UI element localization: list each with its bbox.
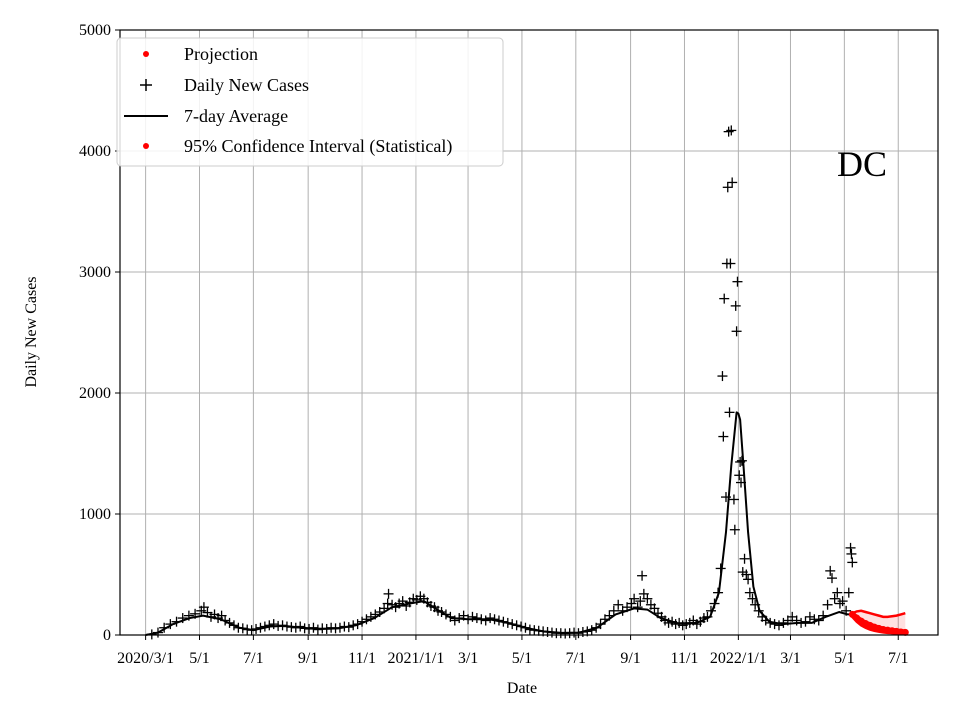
daily-case-point bbox=[834, 598, 845, 609]
daily-case-point bbox=[741, 569, 752, 580]
x-tick-label: 3/1 bbox=[780, 650, 800, 667]
x-tick-label: 5/1 bbox=[834, 650, 854, 667]
daily-case-point bbox=[832, 587, 843, 598]
daily-case-point bbox=[480, 615, 491, 626]
legend-label-projection: Projection bbox=[184, 44, 258, 64]
x-tick-label: 11/1 bbox=[671, 650, 699, 667]
daily-case-point bbox=[198, 602, 209, 613]
x-tick-label: 2021/1/1 bbox=[387, 650, 444, 667]
legend-projection-marker bbox=[143, 51, 149, 57]
daily-case-point bbox=[846, 548, 857, 559]
daily-case-point bbox=[717, 371, 728, 382]
x-tick-label: 5/1 bbox=[512, 650, 532, 667]
daily-case-point bbox=[825, 565, 836, 576]
y-tick-label: 2000 bbox=[79, 385, 111, 402]
legend-label-average: 7-day Average bbox=[184, 106, 288, 126]
x-tick-label: 3/1 bbox=[458, 650, 478, 667]
x-tick-label: 9/1 bbox=[620, 650, 640, 667]
daily-case-point bbox=[382, 598, 393, 609]
x-tick-label: 5/1 bbox=[189, 650, 209, 667]
daily-case-point bbox=[800, 616, 811, 627]
legend-ci-marker bbox=[143, 143, 149, 149]
daily-case-point bbox=[449, 615, 460, 626]
daily-case-point bbox=[485, 613, 496, 624]
x-tick-label: 11/1 bbox=[348, 650, 376, 667]
projection-point bbox=[901, 628, 909, 636]
legend-daily-cases-marker bbox=[140, 79, 152, 91]
daily-case-point bbox=[637, 570, 648, 581]
daily-case-point bbox=[732, 276, 743, 287]
daily-case-point bbox=[719, 293, 730, 304]
daily-case-point bbox=[723, 126, 734, 137]
daily-case-point bbox=[829, 593, 840, 604]
daily-case-point bbox=[629, 593, 640, 604]
region-annotation: DC bbox=[837, 144, 887, 184]
x-axis-label: Date bbox=[507, 680, 537, 697]
daily-case-point bbox=[843, 587, 854, 598]
plot-frame bbox=[119, 29, 939, 636]
daily-case-point bbox=[642, 593, 653, 604]
daily-case-point bbox=[728, 494, 739, 505]
legend[interactable]: Projection Daily New Cases 7-day Average… bbox=[116, 37, 504, 167]
x-tick-label: 7/1 bbox=[566, 650, 586, 667]
y-axis-label: Daily New Cases bbox=[23, 276, 40, 387]
daily-case-point bbox=[383, 588, 394, 599]
daily-case-point bbox=[722, 182, 733, 193]
daily-case-point bbox=[744, 587, 755, 598]
daily-case-point bbox=[826, 573, 837, 584]
daily-case-point bbox=[804, 611, 815, 622]
daily-case-point bbox=[268, 619, 279, 630]
y-tick-label: 3000 bbox=[79, 264, 111, 281]
y-tick-label: 4000 bbox=[79, 143, 111, 160]
legend-box bbox=[116, 37, 504, 167]
daily-case-point bbox=[727, 177, 738, 188]
series-layer bbox=[145, 125, 909, 640]
daily-case-point bbox=[822, 599, 833, 610]
ci-upper-line bbox=[851, 609, 906, 619]
x-tick-label: 9/1 bbox=[298, 650, 318, 667]
daily-case-point bbox=[730, 300, 741, 311]
y-tick-label: 0 bbox=[103, 627, 111, 644]
daily-case-point bbox=[626, 598, 637, 609]
daily-case-point bbox=[608, 605, 619, 616]
axis-ticks: 2020/3/1 5/1 7/1 9/1 11/1 2021/1/1 3/1 5/1 7/1 9/… bbox=[79, 22, 908, 667]
daily-case-point bbox=[632, 602, 643, 613]
seven-day-average-line bbox=[145, 411, 853, 636]
x-tick-label: 7/1 bbox=[243, 650, 263, 667]
daily-case-point bbox=[729, 524, 740, 535]
x-tick-label: 7/1 bbox=[888, 650, 908, 667]
y-tick-label: 5000 bbox=[79, 22, 111, 39]
daily-case-point bbox=[837, 596, 848, 607]
daily-case-point bbox=[739, 553, 750, 564]
daily-case-point bbox=[724, 407, 735, 418]
daily-case-point bbox=[743, 574, 754, 585]
legend-label-daily-cases: Daily New Cases bbox=[184, 75, 309, 95]
daily-case-point bbox=[773, 620, 784, 631]
legend-label-ci: 95% Confidence Interval (Statistical) bbox=[184, 136, 452, 157]
daily-case-point bbox=[613, 599, 624, 610]
daily-case-point bbox=[635, 596, 646, 607]
daily-case-point bbox=[731, 326, 742, 337]
daily-case-point bbox=[734, 470, 745, 481]
daily-case-point bbox=[725, 258, 736, 269]
y-tick-label: 1000 bbox=[79, 506, 111, 523]
daily-case-point bbox=[845, 542, 856, 553]
daily-case-point bbox=[264, 620, 275, 631]
x-tick-label: 2022/1/1 bbox=[710, 650, 767, 667]
daily-case-point bbox=[718, 431, 729, 442]
daily-case-point bbox=[847, 557, 858, 568]
x-tick-label: 2020/3/1 bbox=[117, 650, 174, 667]
daily-case-point bbox=[726, 125, 737, 136]
daily-case-point bbox=[471, 613, 482, 624]
